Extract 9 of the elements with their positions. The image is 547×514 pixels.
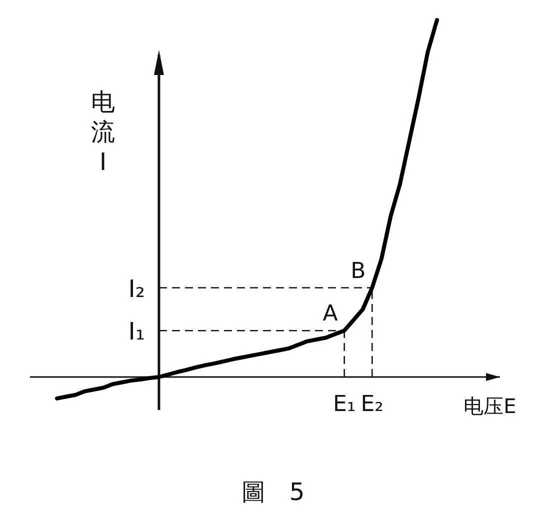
y-axis-title: 电流I — [91, 88, 115, 176]
x-axis-title: 电压E — [464, 394, 516, 418]
annotation: A — [322, 302, 338, 327]
x-tick-label: E₂ — [360, 392, 384, 417]
ref-line-label: I₂ — [128, 274, 145, 303]
annotation: B — [350, 258, 366, 284]
caption: 圖 5 — [241, 478, 305, 506]
ref-line-label: I₁ — [128, 318, 145, 346]
x-tick-label: E₁ — [332, 392, 356, 417]
